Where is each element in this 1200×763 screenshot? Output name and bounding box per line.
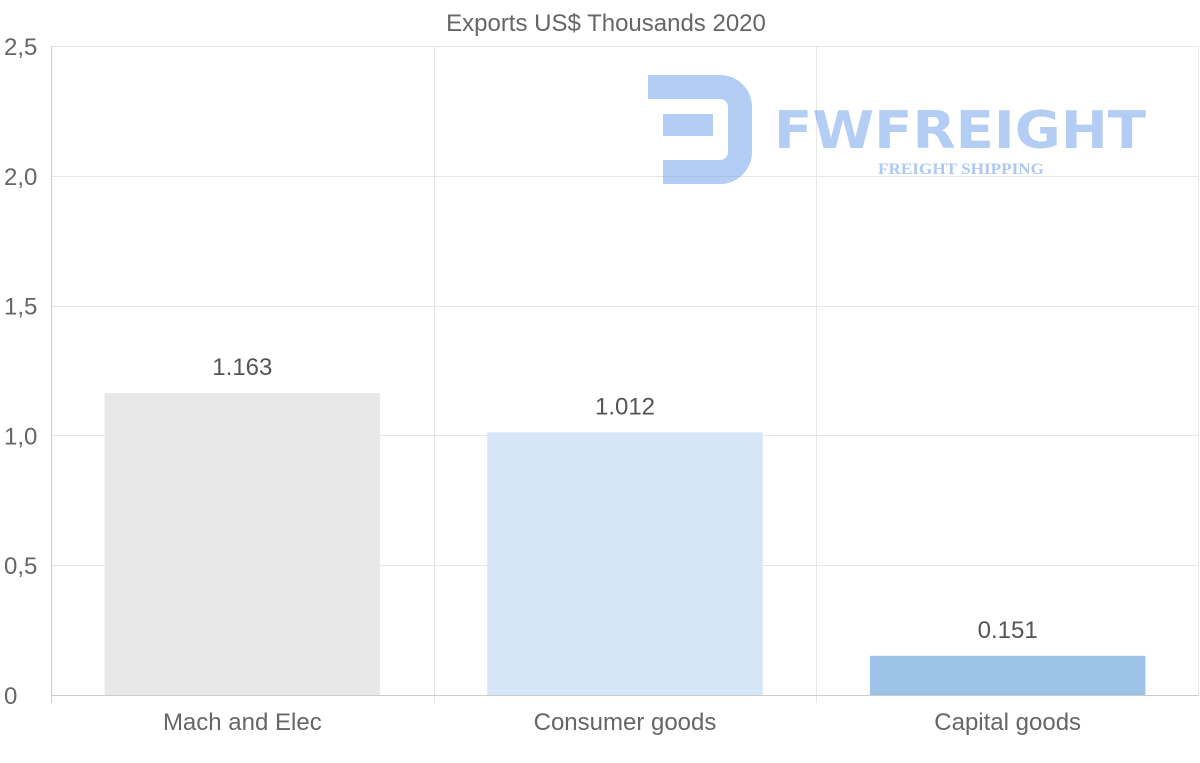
data-label: 1.163 bbox=[212, 354, 272, 381]
y-tick-label: 0,5 bbox=[4, 553, 37, 580]
y-tick-label: 1,5 bbox=[4, 294, 37, 321]
x-tick-label: Capital goods bbox=[934, 709, 1081, 736]
y-tick-label: 0 bbox=[4, 683, 17, 710]
y-tick-label: 2,5 bbox=[4, 34, 37, 61]
y-tick-label: 2,0 bbox=[4, 164, 37, 191]
data-label: 0.151 bbox=[978, 617, 1038, 644]
x-tick-label: Consumer goods bbox=[534, 709, 717, 736]
bar[interactable] bbox=[487, 432, 763, 695]
chart-title: Exports US$ Thousands 2020 bbox=[446, 10, 766, 37]
bar-layer bbox=[104, 393, 1146, 695]
watermark-brand: FWFREIGHT bbox=[774, 101, 1147, 161]
axis-layer bbox=[51, 46, 1199, 703]
data-label: 1.012 bbox=[595, 393, 655, 420]
y-tick-label: 1,0 bbox=[4, 423, 37, 450]
bar[interactable] bbox=[104, 393, 381, 695]
label-layer: 0 0,5 1,0 1,5 2,0 2,5 1.163 Mach and Elec 1.012 C… bbox=[4, 34, 1081, 736]
watermark: FWFREIGHT FREIGHT SHIPPING bbox=[648, 75, 1147, 184]
fwfreight-logo-icon bbox=[648, 75, 752, 184]
bar[interactable] bbox=[869, 655, 1146, 695]
x-tick-label: Mach and Elec bbox=[163, 709, 322, 736]
watermark-tagline: FREIGHT SHIPPING bbox=[878, 161, 1045, 178]
